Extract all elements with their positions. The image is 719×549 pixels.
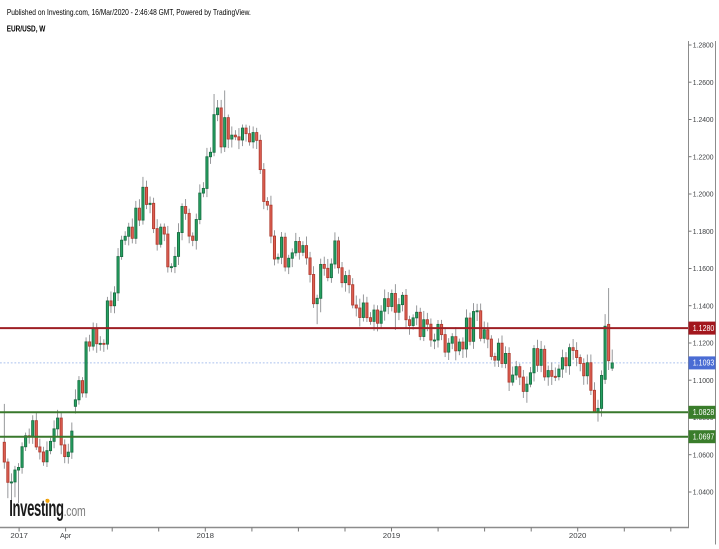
svg-text:1.1800: 1.1800 <box>693 227 714 236</box>
svg-text:1.2800: 1.2800 <box>693 41 714 50</box>
svg-text:2020: 2020 <box>569 531 587 540</box>
svg-text:1.2400: 1.2400 <box>693 115 714 124</box>
svg-text:1.1000: 1.1000 <box>693 376 714 385</box>
svg-text:1.2200: 1.2200 <box>693 152 714 161</box>
svg-text:1.1400: 1.1400 <box>693 301 714 310</box>
svg-text:2019: 2019 <box>383 531 401 540</box>
svg-text:1.2600: 1.2600 <box>693 78 714 87</box>
svg-text:1.2000: 1.2000 <box>693 190 714 199</box>
svg-text:1.1093: 1.1093 <box>693 359 715 368</box>
svg-text:1.1280: 1.1280 <box>693 324 715 333</box>
svg-text:1.0400: 1.0400 <box>693 488 714 497</box>
svg-text:.com: .com <box>64 502 86 519</box>
svg-text:1.0828: 1.0828 <box>693 408 715 417</box>
svg-text:2017: 2017 <box>10 531 28 540</box>
svg-text:EUR/USD, W: EUR/USD, W <box>7 24 46 33</box>
svg-text:1.1200: 1.1200 <box>693 339 714 348</box>
svg-text:Investing: Investing <box>9 496 63 522</box>
svg-text:2018: 2018 <box>197 531 215 540</box>
svg-text:1.1600: 1.1600 <box>693 264 714 273</box>
svg-text:1.0697: 1.0697 <box>693 432 715 441</box>
svg-text:Published on Investing.com, 16: Published on Investing.com, 16/Mar/2020 … <box>7 7 251 17</box>
svg-text:1.0600: 1.0600 <box>693 450 714 459</box>
svg-text:Apr: Apr <box>60 531 72 540</box>
